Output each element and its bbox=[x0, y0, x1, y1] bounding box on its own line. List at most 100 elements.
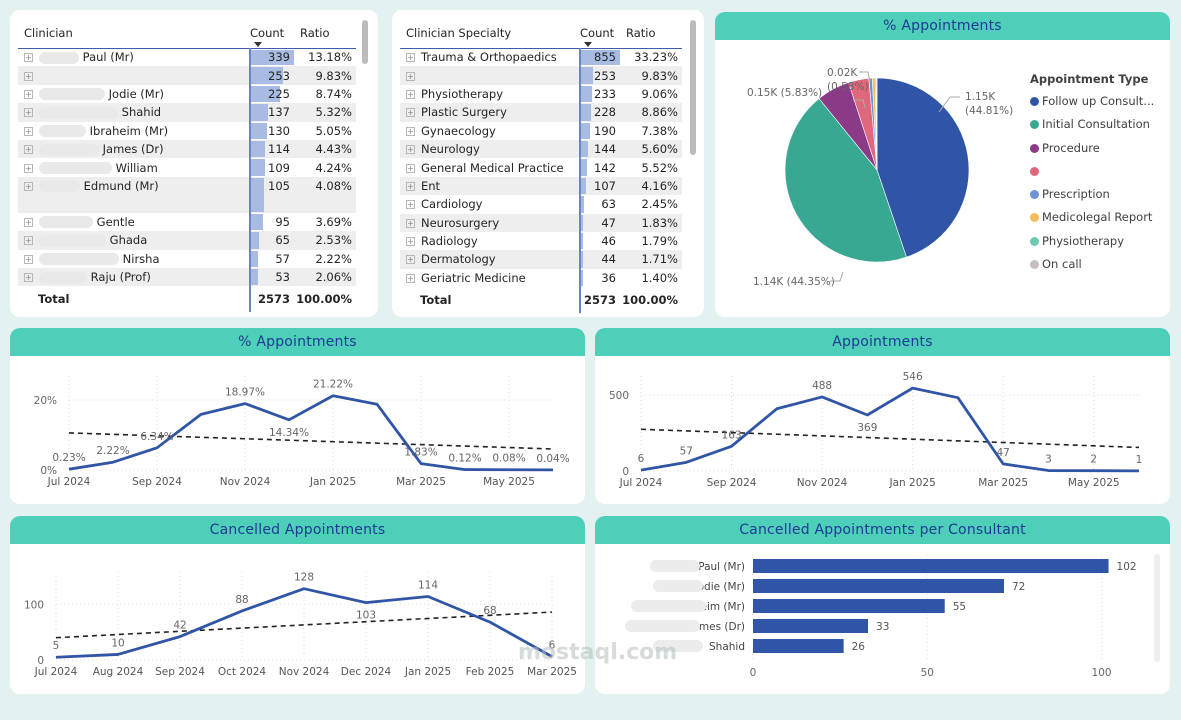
table-row[interactable]: + Ghada 65 2.53% bbox=[18, 231, 356, 250]
bar[interactable] bbox=[753, 559, 1109, 573]
clinician-table: Clinician Count Ratio + Paul (Mr) 339 13… bbox=[18, 18, 356, 313]
redacted-name bbox=[39, 271, 87, 284]
row-ratio: 1.79% bbox=[641, 234, 678, 249]
col-clinician[interactable]: Clinician bbox=[18, 18, 250, 49]
table-row[interactable]: + Edmund (Mr) 105 4.08% bbox=[18, 176, 356, 213]
count-value: 253 bbox=[268, 68, 290, 83]
table-row[interactable]: + Gynaecology 190 7.38% bbox=[400, 121, 682, 140]
expand-icon[interactable]: + bbox=[406, 108, 415, 118]
expand-icon[interactable]: + bbox=[406, 126, 415, 136]
expand-icon[interactable]: + bbox=[24, 254, 33, 264]
table-row[interactable]: + Plastic Surgery 228 8.86% bbox=[400, 103, 682, 122]
table-row[interactable]: + Cardiology 63 2.45% bbox=[400, 195, 682, 214]
row-count: 228 bbox=[579, 103, 620, 122]
table-row[interactable]: + Neurosurgery 47 1.83% bbox=[400, 213, 682, 232]
expand-icon[interactable]: + bbox=[406, 71, 415, 81]
legend-item[interactable]: Procedure bbox=[1030, 137, 1154, 160]
pie-data-label: 1.14K (44.35%) bbox=[753, 276, 835, 288]
bar[interactable] bbox=[753, 619, 869, 633]
y-tick-label: 0% bbox=[40, 465, 57, 477]
expand-icon[interactable]: + bbox=[406, 273, 415, 283]
expand-icon[interactable]: + bbox=[24, 236, 33, 246]
specialty-table: Clinician Specialty Count Ratio + Trauma … bbox=[400, 18, 682, 314]
expand-icon[interactable]: + bbox=[24, 108, 33, 118]
table-row[interactable]: + Gentle 95 3.69% bbox=[18, 212, 356, 232]
bar[interactable] bbox=[753, 579, 1004, 593]
legend-item[interactable] bbox=[1030, 160, 1154, 183]
table-row[interactable]: + 253 9.83% bbox=[18, 66, 356, 85]
pie-slice[interactable] bbox=[784, 98, 907, 263]
series-line[interactable] bbox=[55, 587, 553, 659]
expand-icon[interactable]: + bbox=[24, 126, 33, 136]
table-row[interactable]: + 253 9.83% bbox=[400, 66, 682, 85]
table-row[interactable]: + James (Dr) 114 4.43% bbox=[18, 139, 356, 159]
table-row[interactable]: + Neurology 144 5.60% bbox=[400, 139, 682, 159]
expand-icon[interactable]: + bbox=[406, 181, 415, 191]
col-count[interactable]: Count bbox=[250, 18, 294, 49]
row-ratio: 2.06% bbox=[294, 267, 356, 287]
bar[interactable] bbox=[753, 599, 945, 613]
table-row[interactable]: + Ibraheim (Mr) 130 5.05% bbox=[18, 121, 356, 140]
legend-item[interactable]: Prescription bbox=[1030, 183, 1154, 206]
row-name: + Trauma & Orthopaedics bbox=[400, 48, 580, 66]
row-name: + Plastic Surgery bbox=[400, 103, 580, 122]
table-row[interactable]: + Trauma & Orthopaedics 855 33.23% bbox=[400, 48, 682, 67]
table-row[interactable]: + Shahid 137 5.32% bbox=[18, 103, 356, 122]
table-row[interactable]: + William 109 4.24% bbox=[18, 158, 356, 177]
table-scrollbar[interactable] bbox=[362, 20, 368, 64]
redacted-name bbox=[39, 143, 99, 156]
bar[interactable] bbox=[753, 639, 844, 653]
expand-icon[interactable]: + bbox=[406, 163, 415, 173]
table-row[interactable]: + Geriatric Medicine 36 1.40% bbox=[400, 268, 682, 288]
expand-icon[interactable]: + bbox=[406, 89, 415, 99]
legend-item[interactable]: Physiotherapy bbox=[1030, 230, 1154, 253]
expand-icon[interactable]: + bbox=[24, 71, 33, 81]
col-count[interactable]: Count bbox=[580, 18, 620, 49]
table-row[interactable]: + Physiotherapy 233 9.06% bbox=[400, 84, 682, 104]
legend-label: Prescription bbox=[1042, 187, 1110, 202]
expand-icon[interactable]: + bbox=[406, 200, 415, 210]
expand-icon[interactable]: + bbox=[24, 89, 33, 99]
legend-item[interactable]: Follow up Consult... bbox=[1030, 90, 1154, 113]
col-specialty[interactable]: Clinician Specialty bbox=[400, 18, 580, 49]
col-ratio[interactable]: Ratio bbox=[620, 18, 682, 49]
table-row[interactable]: + Raju (Prof) 53 2.06% bbox=[18, 267, 356, 287]
count-value: 228 bbox=[594, 105, 616, 120]
table-scrollbar[interactable] bbox=[690, 20, 696, 155]
table-row[interactable]: + Nirsha 57 2.22% bbox=[18, 249, 356, 268]
col-ratio[interactable]: Ratio bbox=[294, 18, 356, 49]
table-row[interactable]: + Radiology 46 1.79% bbox=[400, 231, 682, 251]
expand-icon[interactable]: + bbox=[24, 163, 33, 173]
row-label: Geriatric Medicine bbox=[421, 270, 526, 285]
expand-icon[interactable]: + bbox=[24, 145, 33, 155]
expand-icon[interactable]: + bbox=[24, 181, 33, 191]
table-row[interactable]: + Ent 107 4.16% bbox=[400, 176, 682, 196]
data-label: 1 bbox=[1136, 454, 1143, 466]
bar-title: Cancelled Appointments per Consultant bbox=[595, 516, 1170, 544]
expand-icon[interactable]: + bbox=[24, 273, 33, 283]
series-line[interactable] bbox=[640, 386, 1140, 473]
expand-icon[interactable]: + bbox=[406, 237, 415, 247]
expand-icon[interactable]: + bbox=[406, 255, 415, 265]
table-row[interactable]: + Dermatology 44 1.71% bbox=[400, 250, 682, 269]
expand-icon[interactable]: + bbox=[24, 53, 33, 63]
series-line[interactable] bbox=[68, 394, 554, 472]
table-row[interactable]: + General Medical Practice 142 5.52% bbox=[400, 158, 682, 177]
legend-dot-icon bbox=[1030, 213, 1039, 223]
pie-slice[interactable] bbox=[876, 77, 970, 258]
legend-item[interactable]: Medicolegal Report bbox=[1030, 206, 1154, 229]
row-count: 253 bbox=[249, 66, 294, 85]
table-row[interactable]: + Jodie (Mr) 225 8.74% bbox=[18, 84, 356, 104]
expand-icon[interactable]: + bbox=[406, 145, 415, 155]
x-tick-label: Jul 2024 bbox=[619, 477, 663, 489]
legend-item[interactable]: Initial Consultation bbox=[1030, 113, 1154, 136]
row-name: + Shahid bbox=[18, 103, 250, 122]
chart-scrollbar[interactable] bbox=[1154, 554, 1160, 662]
table-row[interactable]: + Paul (Mr) 339 13.18% bbox=[18, 48, 356, 67]
expand-icon[interactable]: + bbox=[406, 218, 415, 228]
expand-icon[interactable]: + bbox=[24, 217, 33, 227]
pie-slice[interactable] bbox=[875, 77, 878, 171]
total-ratio: 100.00% bbox=[296, 292, 352, 307]
expand-icon[interactable]: + bbox=[406, 53, 415, 63]
legend-item[interactable]: On call bbox=[1030, 253, 1154, 276]
